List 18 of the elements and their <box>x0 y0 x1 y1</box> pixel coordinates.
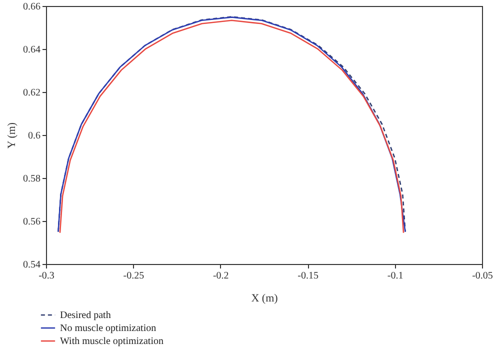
x-tick-label: -0.15 <box>298 270 319 282</box>
y-tick-label: 0.62 <box>23 88 40 98</box>
legend-label: Desired path <box>60 310 111 321</box>
x-tick-label: -0.1 <box>387 270 404 282</box>
y-tick-label: 0.64 <box>23 44 40 56</box>
y-tick-label: 0.6 <box>28 130 40 142</box>
x-tick-label: -0.05 <box>472 270 493 282</box>
x-axis-title: X (m) <box>251 292 278 304</box>
x-tick-label: -0.3 <box>38 270 54 282</box>
legend-label: With muscle optimization <box>60 336 164 347</box>
x-tick-label: -0.25 <box>123 270 144 282</box>
y-axis-title: Y (m) <box>6 122 18 149</box>
x-tick-label: -0.2 <box>212 270 229 282</box>
legend-label: No muscle optimization <box>60 323 156 334</box>
y-tick-label: 0.66 <box>23 2 40 12</box>
y-tick-label: 0.56 <box>23 216 40 228</box>
y-tick-label: 0.58 <box>23 174 40 184</box>
y-tick-label: 0.54 <box>23 260 40 270</box>
